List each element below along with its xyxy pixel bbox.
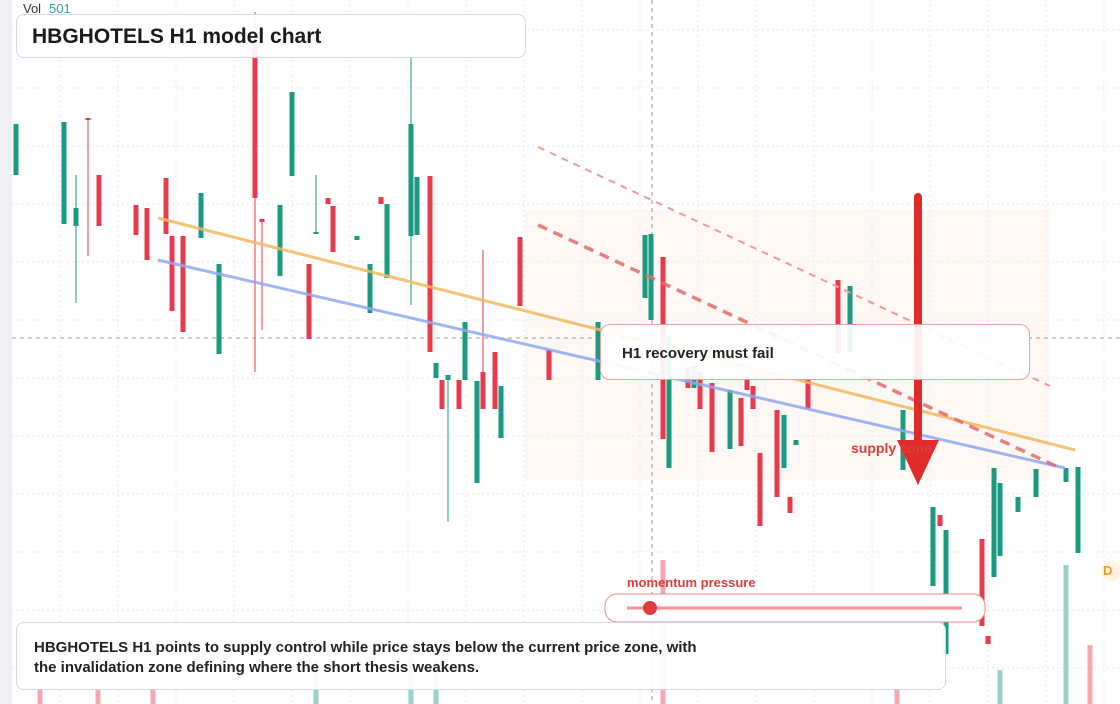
candle-body — [313, 232, 319, 234]
candle-body — [1033, 469, 1039, 497]
candle-body — [439, 380, 445, 409]
candle-body — [408, 124, 414, 236]
candle-body — [252, 40, 258, 198]
volume-bar — [894, 690, 900, 704]
candle-body — [289, 92, 295, 176]
candle-body — [835, 280, 841, 353]
candle-body — [198, 193, 204, 238]
candle-body — [774, 410, 780, 497]
candle-body — [847, 286, 853, 352]
candle-body — [445, 375, 451, 380]
volume-bar — [37, 690, 43, 704]
candle-body — [384, 204, 390, 278]
volume-bar — [997, 670, 1003, 704]
summary-box — [16, 622, 946, 690]
candle-body — [73, 208, 79, 226]
candle-body — [169, 236, 175, 311]
candle-body — [354, 236, 360, 240]
candle-body — [259, 219, 265, 222]
candle-body — [666, 336, 672, 468]
channel-line — [537, 223, 1061, 470]
edge-badge: D — [1103, 563, 1113, 578]
candle-body — [433, 363, 439, 378]
candle-body — [985, 636, 991, 644]
candle-body — [85, 118, 91, 120]
candle-body — [744, 380, 750, 390]
candle-body — [991, 468, 997, 577]
candle-body — [367, 264, 373, 313]
zone-note: H1 recovery must fail — [622, 345, 774, 362]
candle-body — [480, 372, 486, 409]
vol-value: 501 — [49, 1, 71, 16]
candle-body — [781, 415, 787, 468]
volume-bar — [95, 690, 101, 704]
left-edge — [0, 0, 12, 704]
candle-body — [997, 483, 1003, 556]
candle-body — [546, 350, 552, 380]
candle-body — [1015, 497, 1021, 512]
candle-body — [595, 322, 601, 380]
candle-body — [787, 497, 793, 513]
candle-body — [277, 205, 283, 276]
candle-body — [414, 177, 420, 235]
candle-body — [943, 530, 949, 654]
candle-body — [330, 206, 336, 252]
candle-body — [378, 197, 384, 204]
volume-bar — [1087, 645, 1093, 704]
candle-body — [1075, 467, 1081, 553]
candle-body — [642, 235, 648, 298]
title: HBGHOTELS H1 model chart — [32, 25, 322, 48]
candle-body — [498, 386, 504, 438]
candle-body — [757, 453, 763, 526]
candle-body — [709, 383, 715, 452]
momentum-label: momentum pressure — [627, 575, 756, 590]
arrow-head — [897, 440, 939, 485]
volume-bar — [150, 690, 156, 704]
candle-body — [805, 380, 811, 409]
candle-body — [1063, 468, 1069, 482]
candle-body — [697, 372, 703, 409]
candle-body — [96, 175, 102, 226]
candle-body — [492, 352, 498, 409]
candle-body — [325, 198, 331, 204]
candle-body — [738, 398, 744, 446]
supply-label: supply zone — [851, 440, 932, 456]
candle-body — [13, 124, 19, 175]
candle-body — [163, 178, 169, 234]
candle-body — [306, 264, 312, 339]
edge-badge-bg — [1101, 561, 1120, 581]
volume-bar — [1063, 565, 1069, 704]
candle-body — [930, 507, 936, 586]
candle-body — [474, 381, 480, 483]
candle-body — [144, 208, 150, 260]
candle-body — [937, 515, 943, 526]
candle-body — [216, 264, 222, 354]
candle-body — [133, 205, 139, 235]
title-box — [16, 14, 526, 58]
candle-body — [427, 176, 433, 352]
candle-body — [462, 322, 468, 380]
momentum-knob — [643, 601, 657, 615]
candle-body — [517, 237, 523, 306]
vol-label: Vol — [23, 1, 42, 16]
summary: HBGHOTELS H1 points to supply control wh… — [34, 639, 697, 676]
candle-body — [456, 380, 462, 409]
note-box — [600, 324, 1030, 380]
candle-body — [180, 236, 186, 332]
candle-body — [793, 440, 799, 445]
candle-body — [61, 122, 67, 224]
candle-body — [727, 390, 733, 449]
candle-body — [979, 539, 985, 626]
